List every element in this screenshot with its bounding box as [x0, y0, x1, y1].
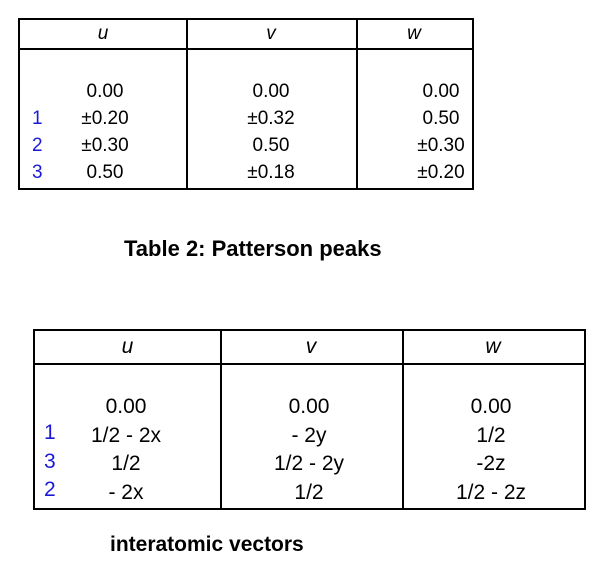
- column-v: 0.00 ±0.32 0.50 ±0.18: [216, 78, 326, 186]
- row-number: 3: [44, 449, 56, 473]
- cell: ±0.30: [417, 135, 465, 156]
- row-number: 1: [44, 421, 56, 444]
- cell: 1/2: [294, 480, 324, 504]
- cell: - 2y: [291, 423, 327, 447]
- cell: 0.00: [288, 395, 330, 418]
- column-divider: [402, 331, 404, 508]
- header-u: u: [121, 335, 134, 358]
- cell: 0.50: [422, 108, 460, 129]
- cell: 1/2: [111, 452, 141, 475]
- row-numbers: 1 2 3: [32, 105, 43, 186]
- cell: ±0.32: [247, 108, 295, 129]
- header-v: v: [305, 335, 317, 358]
- column-w: 0.00 0.50 ±0.30 ±0.20: [386, 78, 496, 186]
- column-divider: [220, 331, 222, 508]
- cell: ±0.30: [81, 135, 129, 156]
- cell: ±0.20: [81, 108, 129, 129]
- column-u: 0.00 1/2 - 2x 1/2 - 2x: [61, 393, 191, 507]
- cell: 1/2 - 2x: [90, 423, 162, 447]
- cell: 0.00: [86, 81, 124, 102]
- header-u: u: [97, 23, 109, 44]
- patterson-peaks-table: u v w 1 2 3 0.00 ±0.20 ±0.30 0.50 0.00 ±…: [18, 18, 474, 190]
- cell: 0.00: [252, 81, 290, 102]
- cell: 0.00: [470, 395, 512, 418]
- row-number: 1: [32, 108, 43, 129]
- cell: - 2x: [108, 480, 144, 504]
- column-w: 0.00 1/2 -2z 1/2 - 2z: [426, 393, 556, 507]
- row-number: 2: [44, 478, 56, 501]
- cell: 0.50: [86, 162, 124, 183]
- cell: 1/2 - 2z: [455, 480, 527, 504]
- column-divider: [186, 20, 188, 188]
- interatomic-vectors-table: u v w 1 3 2 0.00 1/2 - 2x 1/2 - 2x 0.00 …: [33, 329, 586, 510]
- cell: 1/2: [476, 423, 506, 447]
- cell: ±0.20: [417, 162, 465, 183]
- header-v: v: [266, 23, 276, 44]
- header-w: w: [407, 23, 421, 44]
- row-number: 2: [32, 135, 43, 156]
- row-number: 3: [32, 162, 43, 183]
- table-caption: Table 2: Patterson peaks: [124, 236, 382, 261]
- cell: 0.00: [422, 81, 460, 102]
- cell: ±0.18: [247, 162, 295, 183]
- cell: 0.50: [252, 135, 290, 156]
- column-v: 0.00 - 2y 1/2 - 2y 1/2: [244, 393, 374, 507]
- column-u: 0.00 ±0.20 ±0.30 0.50: [50, 78, 160, 186]
- table-header: u v w: [20, 20, 472, 50]
- table-header: u v w: [35, 331, 584, 365]
- cell: -2z: [476, 452, 506, 475]
- cell: 1/2 - 2y: [273, 452, 345, 475]
- row-numbers: 1 3 2: [44, 419, 56, 505]
- cell: 0.00: [105, 395, 147, 418]
- table-caption: interatomic vectors: [110, 533, 304, 556]
- header-w: w: [485, 335, 501, 358]
- column-divider: [356, 20, 358, 188]
